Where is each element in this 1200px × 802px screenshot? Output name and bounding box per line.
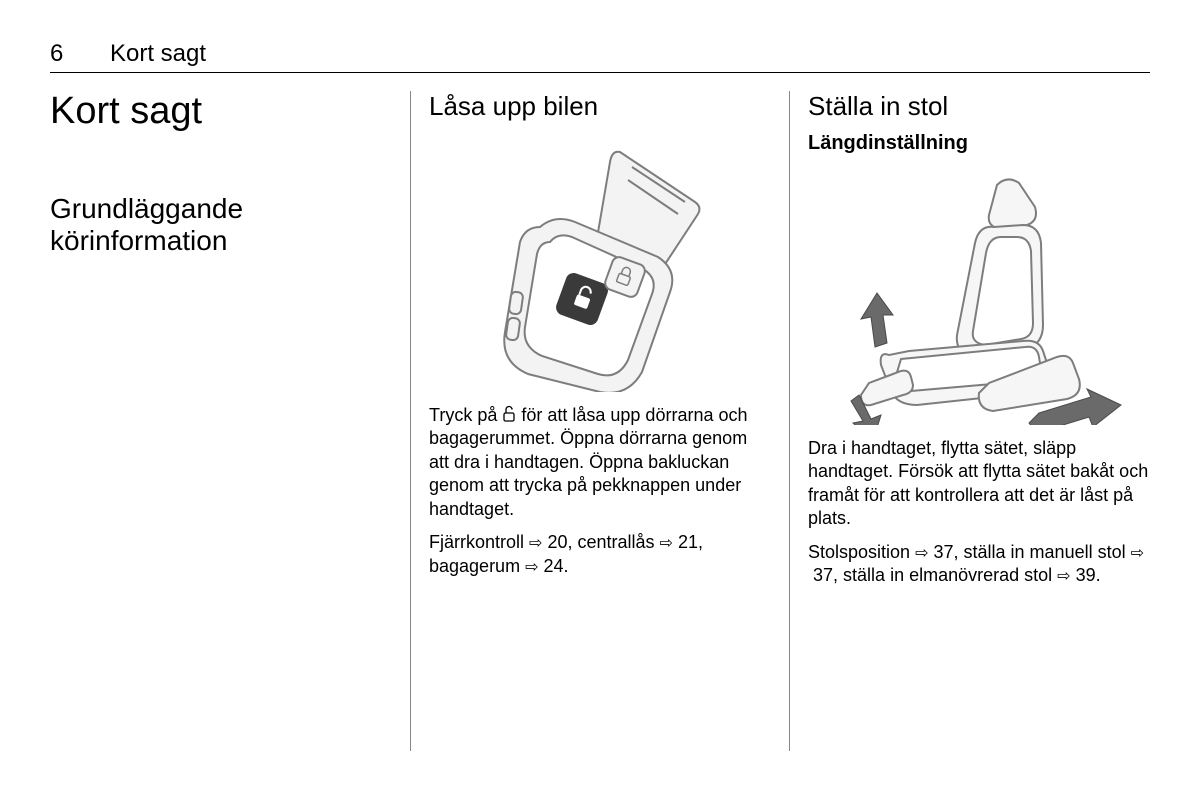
column-3: Ställa in stol Längdinställning xyxy=(790,91,1150,751)
ref-arrow-icon: ⇨ xyxy=(525,558,538,579)
section-heading-unlock: Låsa upp bilen xyxy=(429,91,771,122)
page-header: 6 Kort sagt xyxy=(50,40,1150,73)
ref-text-1: Fjärrkontroll xyxy=(429,532,529,552)
key-fob-illustration xyxy=(429,132,771,392)
subtitle-line-1: Grundläggande xyxy=(50,193,243,224)
unlock-glyph-icon xyxy=(502,405,516,423)
chapter-subtitle: Grundläggande körinformation xyxy=(50,193,392,257)
chapter-title: Kort sagt xyxy=(50,91,392,133)
column-1: Kort sagt Grundläggande körinformation xyxy=(50,91,410,751)
ref-text-end: . xyxy=(1096,565,1101,585)
unlock-references: Fjärrkontroll ⇨ 20, centrallås ⇨ 21, bag… xyxy=(429,531,771,579)
ref-text-3: , ställa in elmanövrerad stol xyxy=(833,565,1057,585)
ref-arrow-icon: ⇨ xyxy=(529,534,542,555)
ref-page-1: 37 xyxy=(933,542,953,562)
page-number: 6 xyxy=(50,40,110,68)
ref-text-2: , ställa in manuell stol xyxy=(954,542,1131,562)
unlock-paragraph: Tryck på för att låsa upp dörrarna och b… xyxy=(429,404,771,521)
column-2: Låsa upp bilen xyxy=(411,91,789,751)
section-heading-seat: Ställa in stol xyxy=(808,91,1150,122)
ref-page-3: 24 xyxy=(544,556,564,576)
ref-text-2: , centrallås xyxy=(567,532,659,552)
seat-paragraph: Dra i handtaget, flytta sätet, släpp han… xyxy=(808,437,1150,531)
manual-page: 6 Kort sagt Kort sagt Grundläggande köri… xyxy=(0,0,1200,791)
ref-arrow-icon: ⇨ xyxy=(915,544,928,565)
key-fob-svg xyxy=(450,132,750,392)
running-title: Kort sagt xyxy=(110,40,206,68)
ref-arrow-icon: ⇨ xyxy=(1131,544,1144,565)
ref-arrow-icon: ⇨ xyxy=(660,534,673,555)
ref-page-3: 39 xyxy=(1076,565,1096,585)
ref-text-1: Stolsposition xyxy=(808,542,915,562)
ref-text-end: . xyxy=(564,556,569,576)
ref-arrow-icon: ⇨ xyxy=(1057,567,1070,588)
subtitle-line-2: körinformation xyxy=(50,225,227,256)
section-subheading-seat: Längdinställning xyxy=(808,132,1150,155)
seat-svg xyxy=(829,165,1129,425)
ref-page-2: 21 xyxy=(678,532,698,552)
unlock-text-pre: Tryck på xyxy=(429,405,502,425)
seat-illustration xyxy=(808,165,1150,425)
seat-references: Stolsposition ⇨ 37, ställa in manuell st… xyxy=(808,541,1150,589)
ref-page-1: 20 xyxy=(547,532,567,552)
content-columns: Kort sagt Grundläggande körinformation L… xyxy=(50,91,1150,751)
ref-page-2: 37 xyxy=(813,565,833,585)
